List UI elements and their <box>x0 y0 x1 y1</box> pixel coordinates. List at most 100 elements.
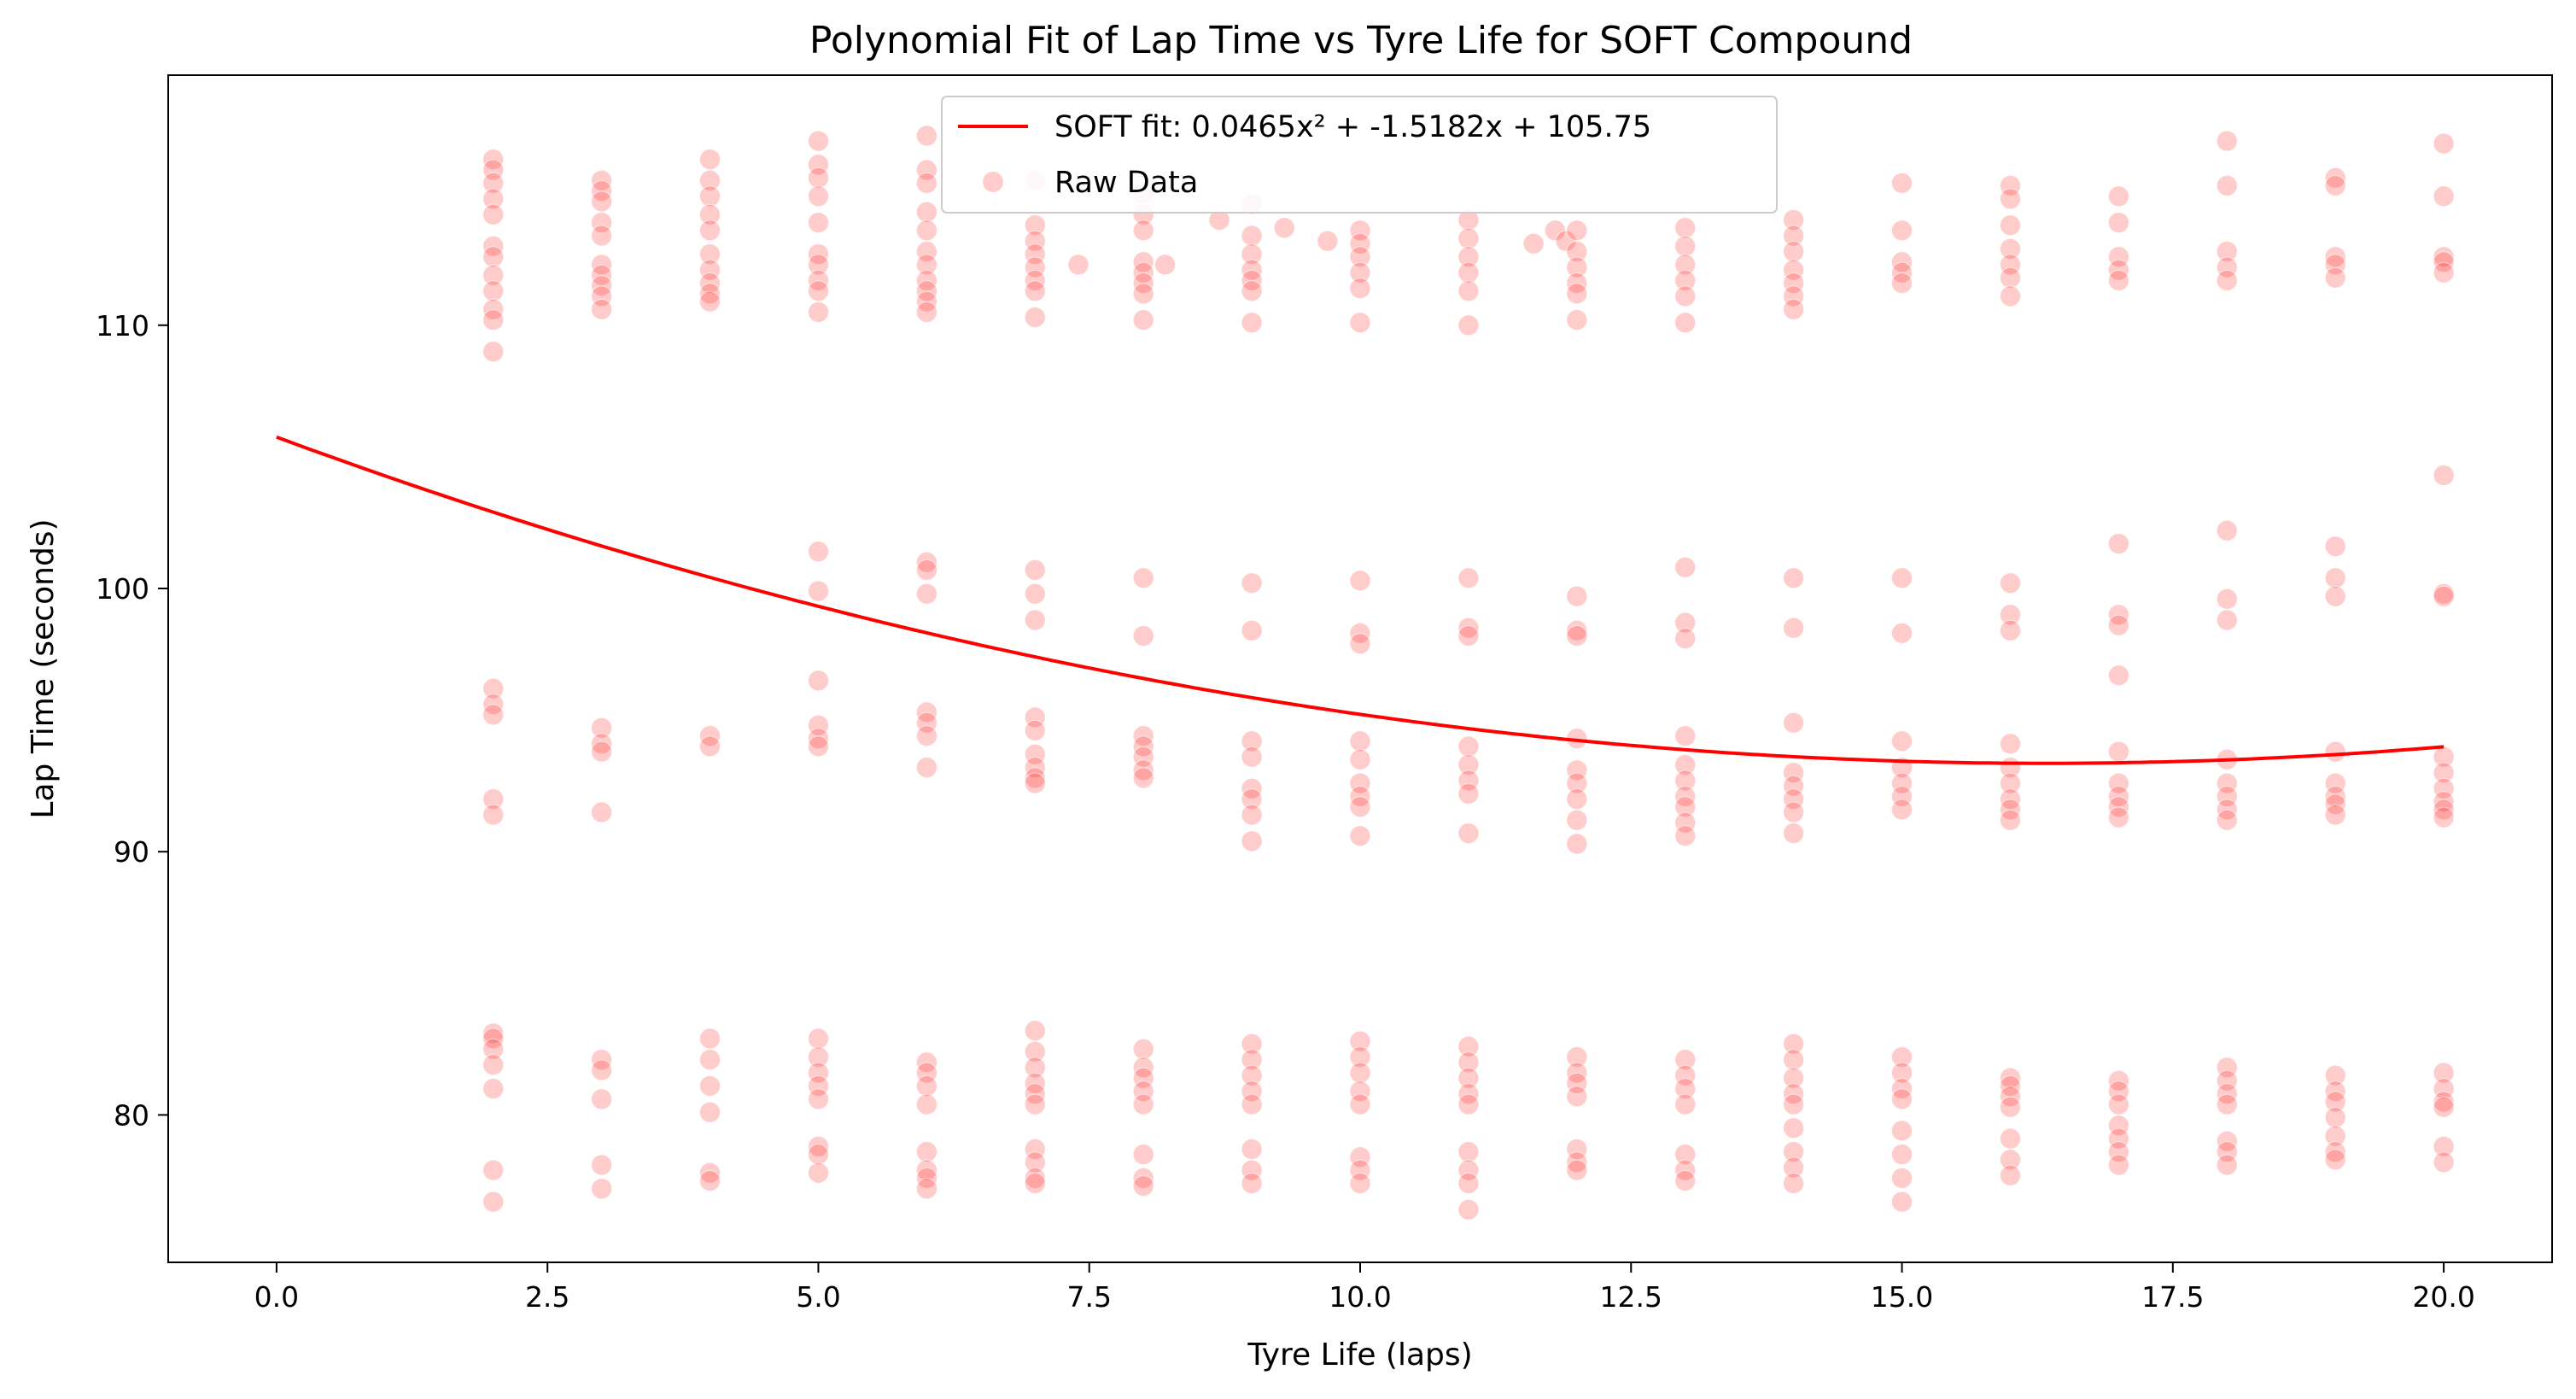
raw-data-point <box>1349 1146 1371 1168</box>
raw-data-point <box>915 1178 938 1200</box>
raw-data-point <box>1674 285 1697 307</box>
raw-data-point <box>591 212 613 234</box>
raw-data-point <box>1067 254 1089 276</box>
y-tick-label: 100 <box>96 572 149 606</box>
raw-data-point <box>2107 772 2129 794</box>
raw-data-point <box>2324 1107 2346 1128</box>
raw-data-point <box>1566 759 1588 781</box>
raw-data-point <box>2216 269 2238 291</box>
raw-data-point <box>699 1075 721 1097</box>
raw-data-point <box>1891 1144 1913 1166</box>
raw-data-point <box>2433 799 2455 821</box>
raw-data-point <box>1241 312 1263 334</box>
raw-data-point <box>1566 619 1588 641</box>
raw-data-point <box>2000 809 2021 831</box>
x-tick-label: 10.0 <box>1329 1280 1391 1314</box>
raw-data-point <box>2000 572 2021 594</box>
raw-data-point <box>1241 730 1263 752</box>
raw-data-point <box>2216 1154 2238 1176</box>
raw-data-point <box>2324 1125 2346 1147</box>
raw-data-point <box>591 1178 613 1200</box>
raw-data-point <box>1241 830 1263 852</box>
raw-data-point <box>1674 556 1697 578</box>
raw-data-point <box>1783 1067 1805 1089</box>
raw-data-point <box>591 225 613 247</box>
raw-data-point <box>1674 725 1697 747</box>
raw-data-point <box>1674 254 1697 276</box>
raw-data-point <box>915 301 938 323</box>
raw-data-point <box>915 220 938 242</box>
raw-data-point <box>1132 1038 1154 1060</box>
raw-data-point <box>1674 217 1697 239</box>
raw-data-point <box>1132 625 1154 647</box>
raw-data-point <box>1132 1167 1154 1189</box>
raw-data-point <box>699 220 721 242</box>
raw-data-point <box>808 541 829 563</box>
y-axis-label: Lap Time (seconds) <box>26 518 61 818</box>
x-tick-label: 20.0 <box>2412 1280 2474 1314</box>
raw-data-point <box>2324 536 2346 558</box>
raw-data-point <box>808 212 829 234</box>
raw-data-point <box>1132 1175 1154 1197</box>
raw-data-point <box>808 167 829 189</box>
raw-data-point <box>1241 1033 1263 1055</box>
raw-data-point <box>699 1101 721 1123</box>
raw-data-point <box>2433 261 2455 284</box>
raw-data-point <box>808 735 829 758</box>
raw-data-point <box>2216 786 2238 807</box>
raw-data-point <box>1349 278 1371 300</box>
raw-data-point <box>915 582 938 605</box>
chart-title: Polynomial Fit of Lap Time vs Tyre Life … <box>809 19 1913 62</box>
raw-data-point <box>1457 1159 1480 1181</box>
raw-data-point <box>1457 735 1480 758</box>
raw-data-point <box>2000 254 2021 276</box>
raw-data-point <box>1457 822 1480 845</box>
raw-data-point <box>2324 1149 2346 1171</box>
raw-data-point <box>2107 246 2129 268</box>
raw-data-point <box>2324 167 2346 189</box>
raw-data-point <box>808 1075 829 1097</box>
raw-data-point <box>808 1027 829 1050</box>
raw-data-point <box>1891 622 1913 644</box>
raw-data-point <box>2216 241 2238 262</box>
raw-data-point <box>915 172 938 194</box>
raw-data-point <box>1241 1173 1263 1194</box>
raw-data-point <box>2000 1096 2021 1118</box>
raw-data-point <box>1132 746 1154 768</box>
raw-data-point <box>2107 664 2129 687</box>
raw-data-point <box>2000 285 2021 307</box>
raw-data-point <box>2216 1093 2238 1115</box>
raw-data-point <box>1457 754 1480 776</box>
raw-data-point <box>1241 280 1263 302</box>
raw-data-point <box>2433 465 2455 486</box>
raw-data-point <box>1024 1057 1046 1079</box>
raw-data-point <box>1783 788 1805 811</box>
raw-data-point <box>1024 706 1046 729</box>
raw-data-point <box>1674 1078 1697 1100</box>
raw-data-point <box>1349 570 1371 592</box>
raw-data-point <box>2324 1141 2346 1163</box>
raw-data-point <box>1132 220 1154 242</box>
raw-data-point <box>1783 259 1805 281</box>
raw-data-point <box>482 677 505 700</box>
raw-data-point <box>2433 777 2455 799</box>
raw-data-point <box>2107 740 2129 763</box>
raw-data-point <box>2107 1127 2129 1150</box>
raw-data-point <box>1241 1093 1263 1115</box>
raw-data-point <box>482 1038 505 1060</box>
raw-data-point <box>1783 1173 1805 1194</box>
raw-data-point <box>482 1159 505 1181</box>
raw-data-point <box>915 551 938 573</box>
raw-data-point <box>808 1162 829 1184</box>
raw-data-point <box>1024 743 1046 765</box>
raw-data-point <box>2216 1057 2238 1079</box>
raw-data-point <box>1566 220 1588 242</box>
raw-data-point <box>808 728 829 750</box>
raw-data-point <box>2433 1091 2455 1113</box>
raw-data-point <box>591 190 613 213</box>
raw-data-point <box>1349 1173 1371 1194</box>
raw-data-point <box>1132 567 1154 589</box>
raw-data-point <box>1783 1141 1805 1163</box>
raw-data-point <box>1457 261 1480 284</box>
